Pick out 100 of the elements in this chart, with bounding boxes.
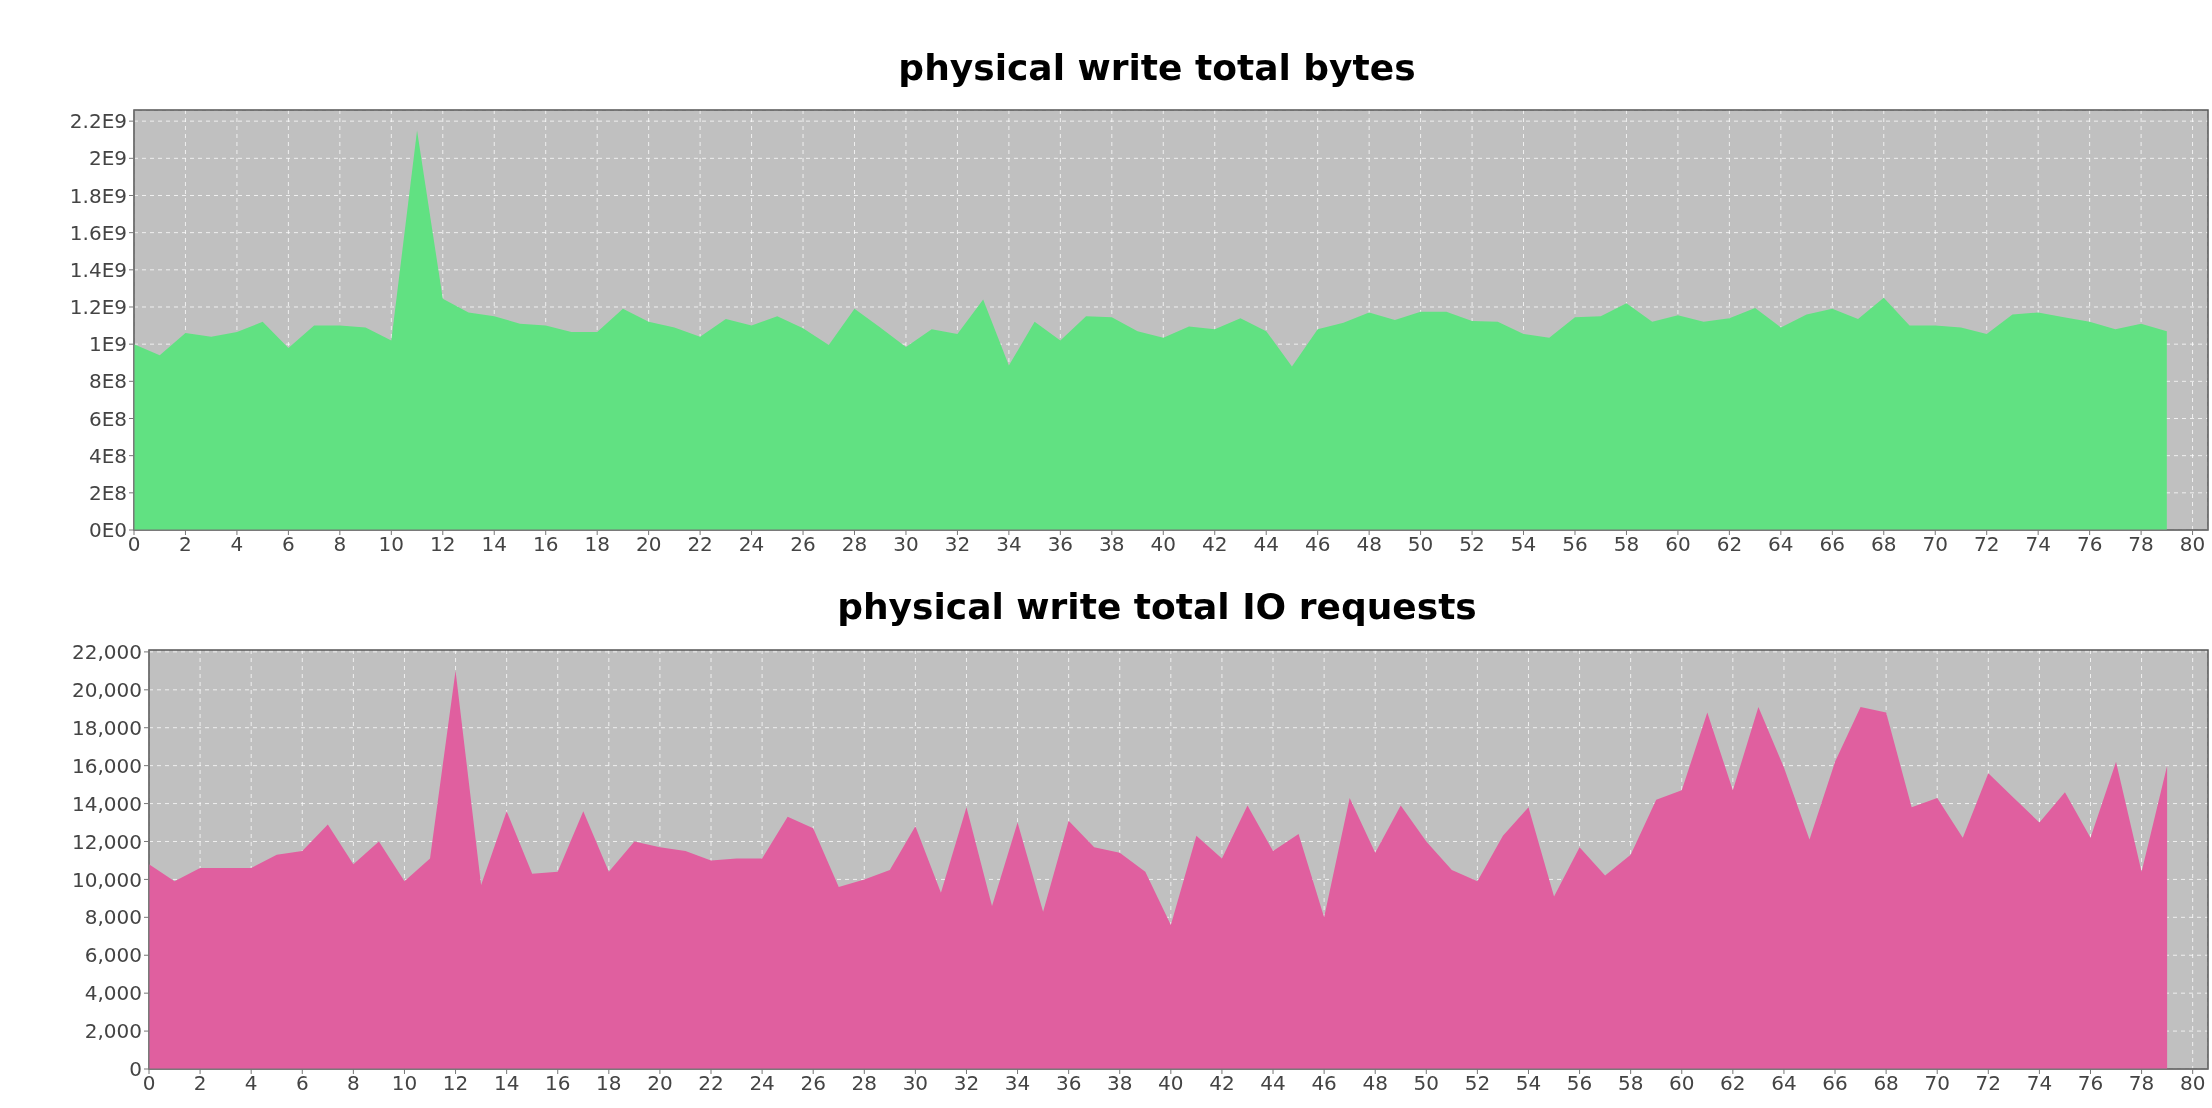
x-tick-label: 76 (2077, 1071, 2104, 1096)
x-tick-label: 72 (1975, 1071, 2002, 1096)
x-tick-label: 2 (193, 1071, 207, 1096)
y-tick-label: 18,000 (72, 715, 142, 740)
y-tick-label: 2,000 (84, 1019, 142, 1044)
x-tick-label: 52 (1459, 532, 1485, 557)
x-tick-label: 56 (1562, 532, 1588, 557)
x-tick-label: 56 (1566, 1071, 1593, 1096)
x-tick-label: 22 (698, 1071, 724, 1096)
x-tick-label: 72 (1973, 532, 2000, 557)
x-tick-label: 20 (647, 1071, 673, 1096)
x-tick-label: 48 (1362, 1071, 1388, 1096)
x-tick-label: 42 (1209, 1071, 1235, 1096)
x-tick-label: 80 (2179, 1071, 2206, 1096)
x-tick-label: 12 (430, 532, 456, 557)
x-tick-label: 40 (1150, 532, 1177, 557)
x-tick-label: 74 (2025, 532, 2051, 557)
x-tick-label: 30 (902, 1071, 929, 1096)
x-tick-label: 52 (1464, 1071, 1491, 1096)
x-tick-label: 14 (493, 1071, 520, 1096)
x-tick-label: 74 (2026, 1071, 2053, 1096)
y-tick-label: 8,000 (84, 905, 142, 930)
x-tick-label: 62 (1716, 532, 1743, 557)
x-tick-label: 70 (1924, 1071, 1950, 1096)
x-tick-label: 62 (1720, 1071, 1746, 1096)
x-tick-label: 18 (584, 532, 610, 557)
x-tick-label: 60 (1669, 1071, 1695, 1096)
x-tick-label: 4 (244, 1071, 258, 1096)
x-tick-label: 46 (1311, 1071, 1337, 1096)
x-tick-label: 30 (893, 532, 919, 557)
x-tick-label: 54 (1510, 532, 1537, 557)
x-tick-label: 70 (1922, 532, 1948, 557)
y-tick-label: 20,000 (72, 677, 142, 702)
x-tick-label: 66 (1822, 1071, 1848, 1096)
x-tick-label: 50 (1407, 532, 1434, 557)
x-tick-label: 36 (1047, 532, 1074, 557)
chart-title: physical write total IO requests (836, 585, 1478, 629)
y-tick-label: 0E0 (88, 518, 127, 543)
x-tick-label: 24 (749, 1071, 775, 1096)
x-tick-label: 64 (1768, 532, 1794, 557)
x-tick-label: 66 (1819, 532, 1846, 557)
x-tick-label: 42 (1202, 532, 1228, 557)
y-tick-label: 1.8E9 (69, 183, 127, 208)
x-tick-label: 10 (378, 532, 405, 557)
x-tick-label: 6 (282, 532, 295, 557)
x-tick-label: 32 (944, 532, 971, 557)
x-tick-label: 38 (1099, 532, 1125, 557)
x-tick-label: 44 (1260, 1071, 1286, 1096)
x-tick-label: 54 (1515, 1071, 1542, 1096)
x-tick-label: 20 (635, 532, 662, 557)
x-tick-label: 44 (1253, 532, 1279, 557)
x-tick-label: 78 (2128, 1071, 2155, 1096)
x-tick-label: 50 (1413, 1071, 1440, 1096)
x-tick-label: 10 (391, 1071, 418, 1096)
x-tick-label: 16 (545, 1071, 571, 1096)
x-tick-label: 26 (790, 532, 816, 557)
x-tick-label: 16 (532, 532, 559, 557)
y-tick-label: 1.2E9 (69, 295, 127, 320)
y-tick-label: 6E8 (88, 406, 127, 431)
x-tick-label: 4 (230, 532, 244, 557)
x-tick-label: 80 (2179, 532, 2206, 557)
chart-title: physical write total bytes (897, 46, 1417, 90)
x-tick-label: 68 (1873, 1071, 1899, 1096)
y-tick-label: 2E8 (88, 480, 127, 505)
x-tick-label: 34 (1004, 1071, 1031, 1096)
x-tick-label: 46 (1304, 532, 1331, 557)
x-tick-label: 18 (596, 1071, 622, 1096)
x-tick-label: 40 (1158, 1071, 1184, 1096)
y-tick-label: 14,000 (72, 791, 142, 816)
x-tick-label: 6 (295, 1071, 309, 1096)
x-tick-label: 26 (800, 1071, 826, 1096)
x-tick-label: 58 (1613, 532, 1640, 557)
y-tick-label: 4,000 (84, 981, 142, 1006)
x-tick-label: 22 (687, 532, 713, 557)
x-tick-label: 60 (1665, 532, 1691, 557)
y-tick-label: 1E9 (88, 332, 127, 357)
x-tick-label: 36 (1055, 1071, 1082, 1096)
x-tick-label: 8 (347, 1071, 360, 1096)
x-tick-label: 58 (1617, 1071, 1644, 1096)
x-tick-label: 8 (333, 532, 347, 557)
x-tick-label: 68 (1871, 532, 1897, 557)
x-tick-label: 64 (1771, 1071, 1797, 1096)
x-tick-label: 28 (851, 1071, 878, 1096)
y-tick-label: 2.2E9 (69, 109, 127, 134)
y-tick-label: 1.6E9 (69, 220, 127, 245)
y-tick-label: 2E9 (88, 146, 127, 171)
x-tick-label: 14 (481, 532, 507, 557)
x-tick-label: 12 (442, 1071, 469, 1096)
x-tick-label: 34 (996, 532, 1022, 557)
x-tick-label: 32 (953, 1071, 980, 1096)
x-tick-label: 2 (179, 532, 192, 557)
x-tick-label: 24 (738, 532, 765, 557)
y-tick-label: 10,000 (72, 867, 142, 892)
y-tick-label: 1.4E9 (69, 257, 127, 282)
y-tick-label: 12,000 (72, 829, 142, 854)
y-tick-label: 22,000 (72, 640, 142, 664)
y-tick-label: 4E8 (88, 443, 127, 468)
y-tick-label: 16,000 (72, 753, 142, 778)
y-tick-label: 8E8 (88, 369, 127, 394)
x-tick-label: 48 (1356, 532, 1382, 557)
